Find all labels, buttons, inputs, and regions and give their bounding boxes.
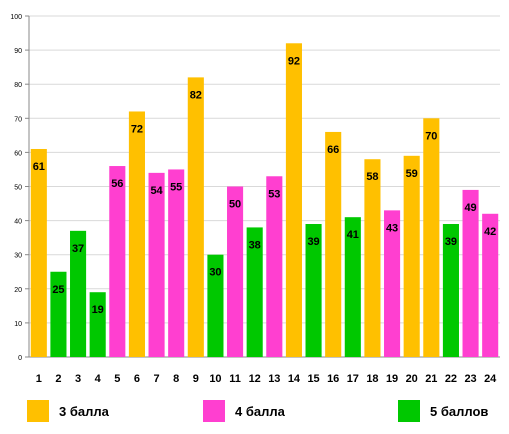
x-tick-label-9: 9 <box>193 373 199 385</box>
data-label-16: 66 <box>327 144 339 156</box>
bar-1 <box>30 148 47 357</box>
bar-16 <box>325 131 342 357</box>
legend-item-5: 5 баллов <box>398 400 488 422</box>
data-label-10: 30 <box>209 267 221 279</box>
data-label-5: 56 <box>111 178 123 190</box>
x-tick-label-4: 4 <box>95 373 102 385</box>
x-tick-label-24: 24 <box>484 373 497 385</box>
legend-swatch-4 <box>203 400 225 422</box>
y-tick-label-90: 90 <box>14 48 22 55</box>
bar-18 <box>364 159 381 357</box>
bar-22 <box>442 224 459 357</box>
data-label-22: 39 <box>445 236 457 248</box>
x-tick-label-18: 18 <box>366 373 378 385</box>
data-label-24: 42 <box>484 226 496 238</box>
bar-10 <box>207 254 224 357</box>
x-tick-label-1: 1 <box>36 373 42 385</box>
legend: 3 балла 4 балла 5 баллов <box>0 400 509 428</box>
data-label-14: 92 <box>288 55 300 67</box>
data-label-15: 39 <box>307 236 319 248</box>
bar-13 <box>266 176 283 357</box>
x-tick-label-12: 12 <box>249 373 261 385</box>
y-tick-label-0: 0 <box>18 355 22 362</box>
x-tick-label-7: 7 <box>154 373 160 385</box>
y-tick-label-60: 60 <box>14 150 22 157</box>
legend-swatch-5 <box>398 400 420 422</box>
legend-label-4: 4 балла <box>235 403 285 419</box>
bar-4 <box>89 292 106 357</box>
x-tick-label-23: 23 <box>464 373 476 385</box>
legend-item-4: 4 балла <box>203 400 285 422</box>
data-label-23: 49 <box>464 202 476 214</box>
x-tick-label-8: 8 <box>173 373 179 385</box>
bar-17 <box>344 217 361 357</box>
data-label-7: 54 <box>150 185 163 197</box>
data-label-3: 37 <box>72 243 84 255</box>
x-tick-label-3: 3 <box>75 373 81 385</box>
x-tick-label-2: 2 <box>55 373 61 385</box>
x-tick-label-19: 19 <box>386 373 398 385</box>
legend-label-5: 5 баллов <box>430 403 489 419</box>
data-label-2: 25 <box>52 284 64 296</box>
bar-24 <box>482 213 499 357</box>
data-label-21: 70 <box>425 130 437 142</box>
bar-5 <box>109 166 126 357</box>
y-tick-label-20: 20 <box>14 287 22 294</box>
bar-9 <box>187 77 204 357</box>
bar-14 <box>285 43 302 357</box>
y-tick-label-100: 100 <box>10 14 22 21</box>
bar-15 <box>305 224 322 357</box>
bar-3 <box>70 230 87 357</box>
data-label-1: 61 <box>33 161 45 173</box>
x-tick-label-16: 16 <box>327 373 339 385</box>
legend-label-3: 3 балла <box>59 403 109 419</box>
data-label-20: 59 <box>406 168 418 180</box>
bar-23 <box>462 189 479 357</box>
y-tick-label-70: 70 <box>14 116 22 123</box>
bar-7 <box>148 172 165 357</box>
x-tick-label-15: 15 <box>307 373 319 385</box>
y-tick-label-40: 40 <box>14 219 22 226</box>
data-label-13: 53 <box>268 188 280 200</box>
x-tick-label-21: 21 <box>425 373 437 385</box>
x-tick-label-10: 10 <box>209 373 221 385</box>
data-label-17: 41 <box>347 229 359 241</box>
y-tick-label-10: 10 <box>14 321 22 328</box>
legend-swatch-3 <box>27 400 49 422</box>
bar-20 <box>403 155 420 357</box>
x-tick-label-14: 14 <box>288 373 301 385</box>
bar-11 <box>227 186 244 357</box>
x-tick-label-13: 13 <box>268 373 280 385</box>
x-tick-label-17: 17 <box>347 373 359 385</box>
bar-12 <box>246 227 263 357</box>
x-tick-label-11: 11 <box>229 373 241 385</box>
data-label-4: 19 <box>92 304 104 316</box>
x-tick-label-6: 6 <box>134 373 140 385</box>
bar-21 <box>423 118 440 357</box>
data-label-11: 50 <box>229 199 241 211</box>
y-tick-label-30: 30 <box>14 253 22 260</box>
x-tick-label-22: 22 <box>445 373 457 385</box>
y-tick-label-50: 50 <box>14 185 22 192</box>
bar-8 <box>168 169 185 357</box>
data-label-12: 38 <box>249 239 261 251</box>
bar-chart: 0102030405060708090100611252373194565726… <box>10 14 500 385</box>
data-label-18: 58 <box>366 171 378 183</box>
bar-19 <box>384 210 401 357</box>
bar-6 <box>128 111 145 357</box>
data-label-19: 43 <box>386 222 398 234</box>
data-label-9: 82 <box>190 89 202 101</box>
data-label-6: 72 <box>131 123 143 135</box>
data-label-8: 55 <box>170 181 182 193</box>
bar-2 <box>50 271 67 357</box>
x-tick-label-5: 5 <box>114 373 120 385</box>
legend-item-3: 3 балла <box>27 400 109 422</box>
x-tick-label-20: 20 <box>406 373 418 385</box>
y-tick-label-80: 80 <box>14 82 22 89</box>
